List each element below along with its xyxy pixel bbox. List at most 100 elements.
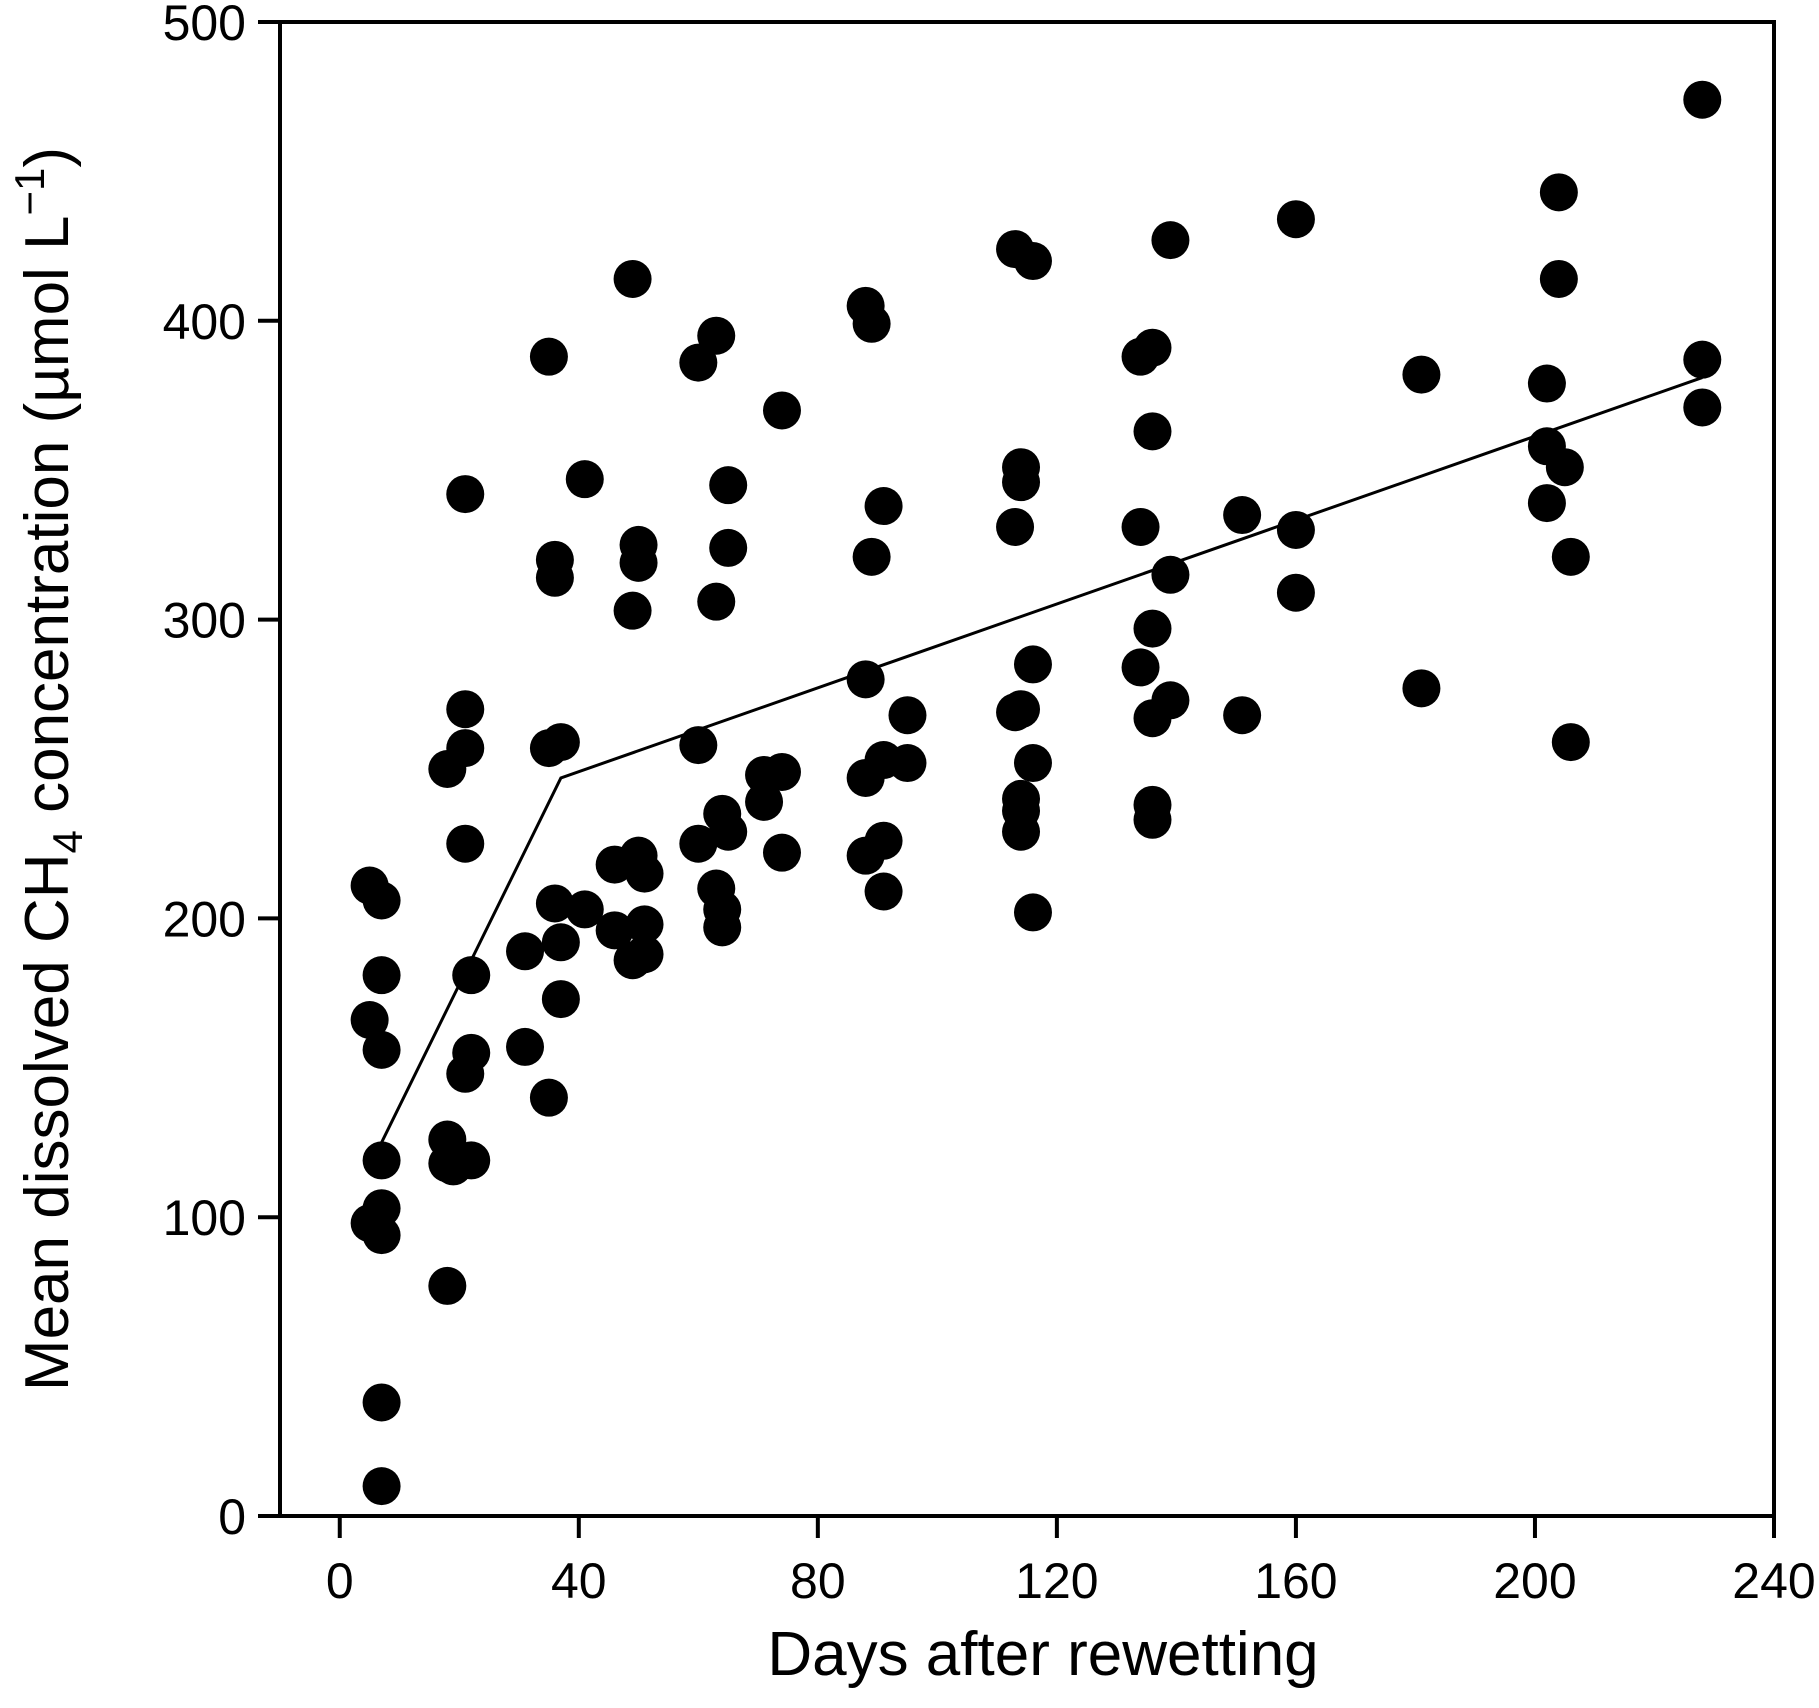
y-axis-title-prefix: Mean dissolved CH	[13, 854, 82, 1392]
data-points	[350, 80, 1722, 1506]
data-point	[565, 460, 604, 499]
y-tick-label: 500	[163, 0, 246, 51]
data-point	[541, 980, 580, 1019]
data-point	[1551, 723, 1590, 762]
data-point	[362, 1216, 401, 1255]
y-tick-label: 300	[163, 593, 246, 649]
data-point	[362, 1467, 401, 1506]
data-point	[625, 905, 664, 944]
x-tick-label: 120	[1015, 1553, 1098, 1609]
x-tick-label: 80	[790, 1553, 846, 1609]
data-point	[452, 1033, 491, 1072]
data-point	[697, 582, 736, 621]
data-point	[864, 872, 903, 911]
data-point	[541, 923, 580, 962]
x-tick-label: 40	[551, 1553, 607, 1609]
data-point	[679, 343, 718, 382]
data-point	[679, 824, 718, 863]
data-point	[541, 723, 580, 762]
data-point	[452, 956, 491, 995]
data-point	[1683, 388, 1722, 427]
x-axis-ticks: 0 40 80 120 160 200 240	[326, 1516, 1816, 1609]
y-tick-label: 400	[163, 294, 246, 350]
data-point	[625, 935, 664, 974]
data-point	[506, 1027, 545, 1066]
data-point	[762, 752, 801, 791]
y-tick-label: 100	[163, 1190, 246, 1246]
data-point	[1276, 573, 1315, 612]
data-point	[1276, 200, 1315, 239]
data-point	[565, 890, 604, 929]
data-point	[1013, 893, 1052, 932]
data-point	[506, 932, 545, 971]
data-point	[362, 881, 401, 920]
data-point	[535, 558, 574, 597]
data-point	[1121, 507, 1160, 546]
data-point	[888, 744, 927, 783]
trend-lines	[380, 376, 1703, 1144]
data-point	[852, 304, 891, 343]
plot-frame	[278, 20, 1776, 1518]
data-point	[1151, 221, 1190, 260]
fitted-line	[380, 376, 1703, 1144]
data-point	[1527, 364, 1566, 403]
data-point	[1402, 669, 1441, 708]
data-point	[619, 543, 658, 582]
data-point	[1551, 537, 1590, 576]
data-point	[446, 824, 485, 863]
data-point	[452, 1141, 491, 1180]
data-point	[1683, 340, 1722, 379]
data-point	[1151, 681, 1190, 720]
data-point	[1527, 484, 1566, 523]
data-point	[362, 1189, 401, 1228]
data-point	[709, 466, 748, 505]
y-axis-title-subscript: 4	[44, 830, 91, 853]
data-point	[864, 821, 903, 860]
x-tick-label: 0	[326, 1553, 354, 1609]
data-point	[625, 854, 664, 893]
data-point	[428, 1266, 467, 1305]
data-point	[362, 1383, 401, 1422]
y-axis-title-suffix: )	[13, 147, 82, 168]
data-point	[446, 690, 485, 729]
x-axis-title: Days after rewetting	[767, 1620, 1318, 1689]
data-point	[446, 475, 485, 514]
data-point	[362, 1030, 401, 1069]
data-point	[762, 833, 801, 872]
x-tick-label: 240	[1732, 1553, 1815, 1609]
data-point	[697, 316, 736, 355]
data-point	[1545, 448, 1584, 487]
data-point	[996, 507, 1035, 546]
data-point	[1539, 259, 1578, 298]
data-point	[529, 1078, 568, 1117]
data-point	[1013, 645, 1052, 684]
data-point	[613, 259, 652, 298]
y-axis-title-superscript: −1	[6, 168, 53, 216]
data-point	[846, 660, 885, 699]
data-point	[1151, 555, 1190, 594]
data-point	[1133, 412, 1172, 451]
data-point	[446, 729, 485, 768]
data-point	[1002, 812, 1041, 851]
data-point	[703, 908, 742, 947]
data-point	[1133, 800, 1172, 839]
data-point	[535, 884, 574, 923]
data-point	[1276, 510, 1315, 549]
data-point	[362, 956, 401, 995]
data-point	[888, 696, 927, 735]
data-point	[1013, 242, 1052, 281]
data-point	[852, 537, 891, 576]
data-point	[350, 1000, 389, 1039]
data-point	[1539, 173, 1578, 212]
data-point	[864, 487, 903, 526]
y-axis-title-middle: concentration (µmol L	[13, 215, 82, 830]
y-tick-label: 0	[218, 1489, 246, 1545]
data-point	[709, 812, 748, 851]
data-point	[362, 1141, 401, 1180]
data-point	[1133, 328, 1172, 367]
data-point	[1121, 648, 1160, 687]
x-tick-label: 200	[1493, 1553, 1576, 1609]
y-axis-title: Mean dissolved CH4 concentration (µmol L…	[6, 147, 91, 1391]
